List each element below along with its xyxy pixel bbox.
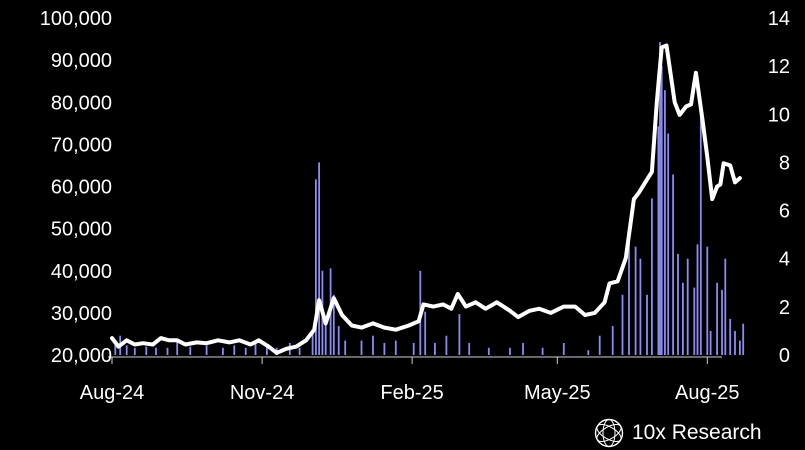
- bar-68: [724, 258, 727, 355]
- bar-58: [677, 253, 679, 355]
- bar-39: [509, 347, 511, 355]
- bar-43: [587, 350, 590, 355]
- bar-47: [628, 234, 630, 355]
- bar-30: [394, 340, 397, 355]
- right-tick-label: 2: [779, 297, 790, 319]
- bar-28: [372, 335, 374, 355]
- bar-40: [522, 343, 524, 355]
- x-tick-label: May-25: [524, 382, 591, 404]
- bar-70: [734, 330, 736, 355]
- bar-61: [693, 287, 696, 355]
- bar-8: [189, 346, 192, 355]
- bar-18: [311, 330, 314, 355]
- bar-63: [699, 111, 702, 356]
- brand-mark: 10x Research: [594, 418, 762, 448]
- bar-11: [233, 345, 236, 355]
- bar-31: [412, 343, 415, 355]
- bar-71: [739, 340, 741, 355]
- bar-62: [696, 244, 699, 355]
- right-tick-label: 12: [768, 56, 790, 78]
- bar-66: [716, 282, 718, 355]
- bar-0: [114, 343, 117, 355]
- bar-33: [424, 311, 427, 355]
- right-tick-label: 8: [779, 152, 790, 174]
- bar-41: [541, 347, 544, 355]
- bar-57: [672, 174, 674, 355]
- bar-46: [621, 294, 624, 355]
- bar-37: [468, 343, 471, 355]
- bar-20: [318, 162, 320, 355]
- bar-52: [657, 126, 660, 355]
- left-tick-label: 70,000: [51, 134, 112, 156]
- x-axis: Aug-24 Nov-24 Feb-25 May-25 Aug-25: [80, 357, 740, 404]
- bar-69: [729, 318, 732, 355]
- bar-3: [133, 347, 136, 355]
- bar-10: [222, 347, 224, 355]
- bar-14: [266, 345, 268, 355]
- bar-19: [315, 179, 317, 355]
- bar-38: [487, 347, 490, 355]
- left-tick-label: 30,000: [51, 303, 112, 325]
- left-tick-label: 50,000: [51, 219, 112, 241]
- right-tick-label: 6: [779, 201, 790, 223]
- bar-34: [434, 343, 436, 355]
- right-tick-label: 10: [768, 104, 790, 126]
- left-axis: 20,000 30,000 40,000 50,000 60,000 70,000 80,0…: [40, 8, 112, 367]
- bar-42: [562, 343, 565, 355]
- bar-44: [598, 335, 601, 355]
- left-tick-label: 90,000: [51, 50, 112, 72]
- bar-48: [634, 246, 637, 355]
- x-tick-label: Nov-24: [230, 382, 294, 404]
- bar-67: [721, 290, 723, 355]
- bar-64: [706, 246, 709, 355]
- left-tick-label: 40,000: [51, 261, 112, 283]
- bar-50: [646, 294, 648, 355]
- bar-60: [686, 258, 689, 355]
- x-tick-label: Feb-25: [380, 382, 443, 404]
- bar-29: [383, 343, 386, 355]
- x-tick-label: Aug-24: [80, 382, 145, 404]
- x-tick-label: Aug-25: [675, 382, 740, 404]
- bar-49: [639, 258, 642, 355]
- bar-4: [145, 346, 148, 355]
- left-tick-label: 20,000: [51, 345, 112, 367]
- bar-7: [176, 340, 179, 355]
- bar-24: [332, 294, 335, 355]
- bar-2: [125, 345, 128, 355]
- bar-72: [742, 323, 745, 355]
- bar-54: [660, 66, 663, 355]
- bar-25: [337, 326, 340, 355]
- bar-59: [682, 282, 684, 355]
- bar-56: [667, 133, 670, 355]
- right-tick-label: 14: [768, 8, 790, 30]
- left-tick-label: 60,000: [51, 177, 112, 199]
- bar-5: [155, 347, 157, 355]
- bar-6: [166, 347, 169, 355]
- left-tick-label: 100,000: [40, 8, 112, 30]
- line-series: [110, 43, 742, 355]
- left-tick-label: 80,000: [51, 92, 112, 114]
- bar-27: [360, 340, 363, 355]
- globe-lattice-icon: [594, 418, 624, 448]
- bar-9: [205, 345, 208, 355]
- bar-12: [244, 347, 247, 355]
- bar-51: [651, 198, 653, 355]
- bar-26: [344, 340, 347, 355]
- bar-55: [664, 90, 666, 355]
- bar-13: [254, 340, 257, 355]
- bar-36: [458, 314, 461, 355]
- brand-name: 10x Research: [632, 421, 762, 444]
- right-tick-label: 0: [779, 345, 790, 367]
- right-axis: 0 2 4 6 8 10 12 14: [768, 8, 790, 367]
- bar-35: [445, 335, 448, 355]
- right-tick-label: 4: [779, 249, 790, 271]
- bar-53: [659, 42, 661, 355]
- bar-22: [324, 318, 327, 355]
- bar-17: [298, 347, 301, 355]
- bar-65: [709, 330, 712, 355]
- bar-45: [611, 326, 614, 355]
